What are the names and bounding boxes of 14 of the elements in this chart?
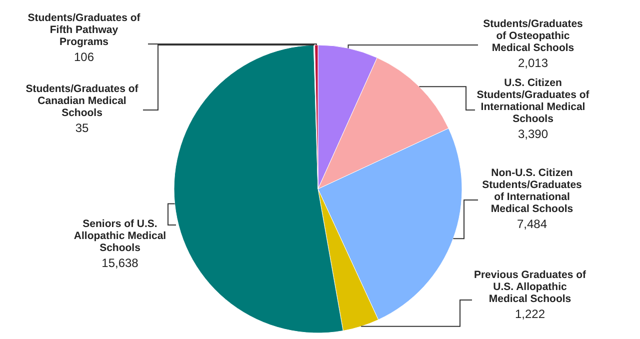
slice-label: Students/Graduates of Canadian Medical Schools <box>26 83 139 119</box>
data-label: 15,638 <box>102 256 139 270</box>
slice-label: Students/Graduates of Fifth Pathway Programs <box>28 12 141 48</box>
slice-label: Non-U.S. Citizen Students/Graduates of International Medical Schools <box>482 167 582 215</box>
data-label: 35 <box>75 121 89 135</box>
data-label: 7,484 <box>516 217 548 231</box>
data-label: 1,222 <box>514 307 546 321</box>
slice-label: Seniors of U.S. Allopathic Medical Schools <box>74 218 166 254</box>
slice-label: Students/Graduates of Osteopathic Medical Schools <box>483 18 584 54</box>
slice-label: Previous Graduates of U.S. Allopathic Medical Schools <box>474 269 587 305</box>
data-label: 3,390 <box>518 127 548 141</box>
data-label: 106 <box>74 50 94 64</box>
data-label: 2,013 <box>518 56 548 70</box>
slice-label: U.S. Citizen Students/Graduates of International Medical Schools <box>476 77 590 125</box>
